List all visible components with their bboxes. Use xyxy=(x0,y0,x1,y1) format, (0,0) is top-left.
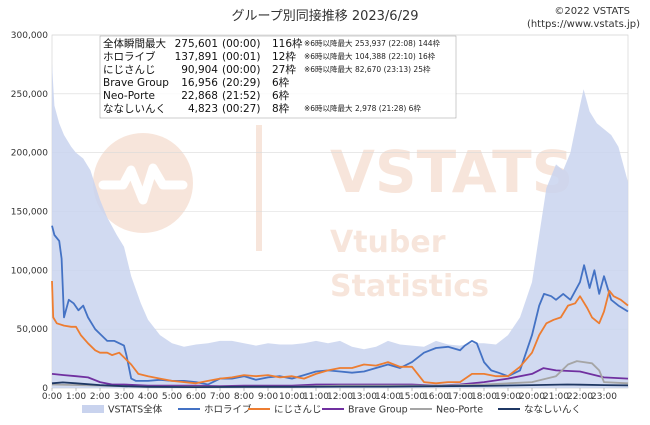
x-tick-label: 20:00 xyxy=(519,392,545,402)
stats-row-time: (21:52) xyxy=(222,90,260,102)
series-line-2 xyxy=(51,280,629,385)
stats-row-note: ※6時以降最大 253,937 (22:08) 144枠 xyxy=(304,38,441,48)
stats-row-note: ※6時以降最大 82,670 (23:13) 25枠 xyxy=(304,64,431,74)
stats-box: 全体瞬間最大 275,601 (00:00) 116枠 ※6時以降最大 253,937 … xyxy=(99,35,457,119)
stats-row-time: (00:01) xyxy=(222,51,260,63)
stats-row-label: Neo-Porte xyxy=(103,90,155,102)
stats-row-value: 137,891 xyxy=(175,51,218,63)
y-tick-label: 250,000 xyxy=(11,90,48,100)
watermark: VSTATS Vtuber Statistics xyxy=(93,125,573,304)
stats-row-time: (00:00) xyxy=(222,38,260,50)
x-tick-label: 13:00 xyxy=(351,392,377,402)
x-tick-label: 6:00 xyxy=(186,392,206,402)
x-tick-label: 5:00 xyxy=(162,392,182,402)
watermark-line2: Statistics xyxy=(330,269,489,304)
x-tick-label: 11:00 xyxy=(303,392,329,402)
y-tick-label: 50,000 xyxy=(17,325,49,335)
stats-row-label: Brave Group xyxy=(103,77,169,89)
series-line-5 xyxy=(51,381,629,389)
stats-row-label: にじさんじ xyxy=(103,64,156,76)
stats-row-slots: 8枠 xyxy=(272,102,290,115)
stats-row-value: 90,904 xyxy=(181,64,218,76)
stats-row-label: ななしいんく xyxy=(103,103,166,115)
watermark-divider xyxy=(256,125,262,251)
y-tick-label: 300,000 xyxy=(11,31,48,41)
stats-row-slots: 12枠 xyxy=(272,50,296,63)
x-tick-label: 21:00 xyxy=(543,392,569,402)
pulse-icon xyxy=(98,163,188,205)
stats-row-value: 4,823 xyxy=(188,103,218,115)
legend-label: にじさんじ xyxy=(274,405,322,416)
series-layer xyxy=(51,63,629,389)
stats-box-frame xyxy=(99,35,457,119)
x-tick-label: 15:00 xyxy=(399,392,425,402)
stats-row-value: 275,601 xyxy=(175,38,218,50)
stats-row-slots: 116枠 xyxy=(272,37,303,50)
source-url: (https://www.vstats.jp) xyxy=(527,19,640,30)
x-tick-label: 22:00 xyxy=(567,392,593,402)
stats-row-slots: 27枠 xyxy=(272,63,296,76)
x-tick-label: 12:00 xyxy=(327,392,353,402)
y-tick-label: 0 xyxy=(42,384,48,394)
x-tick-label: 19:00 xyxy=(495,392,521,402)
stats-row-slots: 6枠 xyxy=(272,76,290,89)
x-tick-label: 16:00 xyxy=(423,392,449,402)
legend-label: ホロライブ xyxy=(204,404,252,416)
legend-label: VSTATS全体 xyxy=(108,404,163,416)
legend: VSTATS全体 ホロライブ にじさんじ Brave Group Neo-Porte なな… xyxy=(82,404,581,416)
stats-row-note: ※6時以降最大 104,388 (22:10) 16枠 xyxy=(304,51,436,61)
x-tick-label: 10:00 xyxy=(279,392,305,402)
x-tick-label: 17:00 xyxy=(447,392,473,402)
x-tick-label: 14:00 xyxy=(375,392,401,402)
stats-row-label: ホロライブ xyxy=(103,50,156,63)
x-tick-label: 0:00 xyxy=(42,392,62,402)
x-tick-label: 23:00 xyxy=(591,392,617,402)
stats-row-label: 全体瞬間最大 xyxy=(103,37,166,50)
x-tick-label: 9:00 xyxy=(258,392,278,402)
x-tick-label: 8:00 xyxy=(234,392,254,402)
x-tick-label: 18:00 xyxy=(471,392,497,402)
stats-row-value: 22,868 xyxy=(181,90,218,102)
legend-label: Neo-Porte xyxy=(436,405,483,416)
stats-row-slots: 6枠 xyxy=(272,89,290,102)
copyright: ©2022 VSTATS xyxy=(554,6,630,17)
legend-label: ななしいんく xyxy=(524,405,581,416)
stats-row-time: (20:29) xyxy=(222,77,260,89)
y-axis: 0 50,000 100,000 150,000 200,000 250,000 300,0… xyxy=(11,31,48,394)
series-area-vstats-all xyxy=(52,63,628,388)
watermark-logo-icon xyxy=(93,133,193,233)
y-tick-label: 100,000 xyxy=(11,266,48,276)
x-tick-label: 4:00 xyxy=(138,392,158,402)
y-tick-label: 200,000 xyxy=(11,149,48,159)
x-axis: 0:00 1:00 2:00 3:00 4:00 5:00 6:00 7:00 8:00 9:00… xyxy=(42,388,617,402)
legend-swatch xyxy=(82,405,104,413)
x-tick-label: 2:00 xyxy=(90,392,110,402)
y-tick-label: 150,000 xyxy=(11,208,48,218)
series-line-1 xyxy=(51,225,629,386)
stats-row-time: (00:00) xyxy=(222,64,260,76)
x-tick-label: 3:00 xyxy=(114,392,134,402)
stats-row-value: 16,956 xyxy=(181,77,218,89)
x-tick-label: 7:00 xyxy=(210,392,230,402)
stats-row-note: ※6時以降最大 2,978 (21:28) 6枠 xyxy=(304,103,421,113)
watermark-line1: Vtuber xyxy=(330,225,446,260)
x-tick-label: 1:00 xyxy=(66,392,86,402)
chart-title: グループ別同接推移 2023/6/29 xyxy=(231,8,418,24)
watermark-brand: VSTATS xyxy=(330,138,573,206)
legend-label: Brave Group xyxy=(348,405,408,416)
series-line-3 xyxy=(51,367,629,388)
stats-row-time: (00:27) xyxy=(222,103,260,115)
